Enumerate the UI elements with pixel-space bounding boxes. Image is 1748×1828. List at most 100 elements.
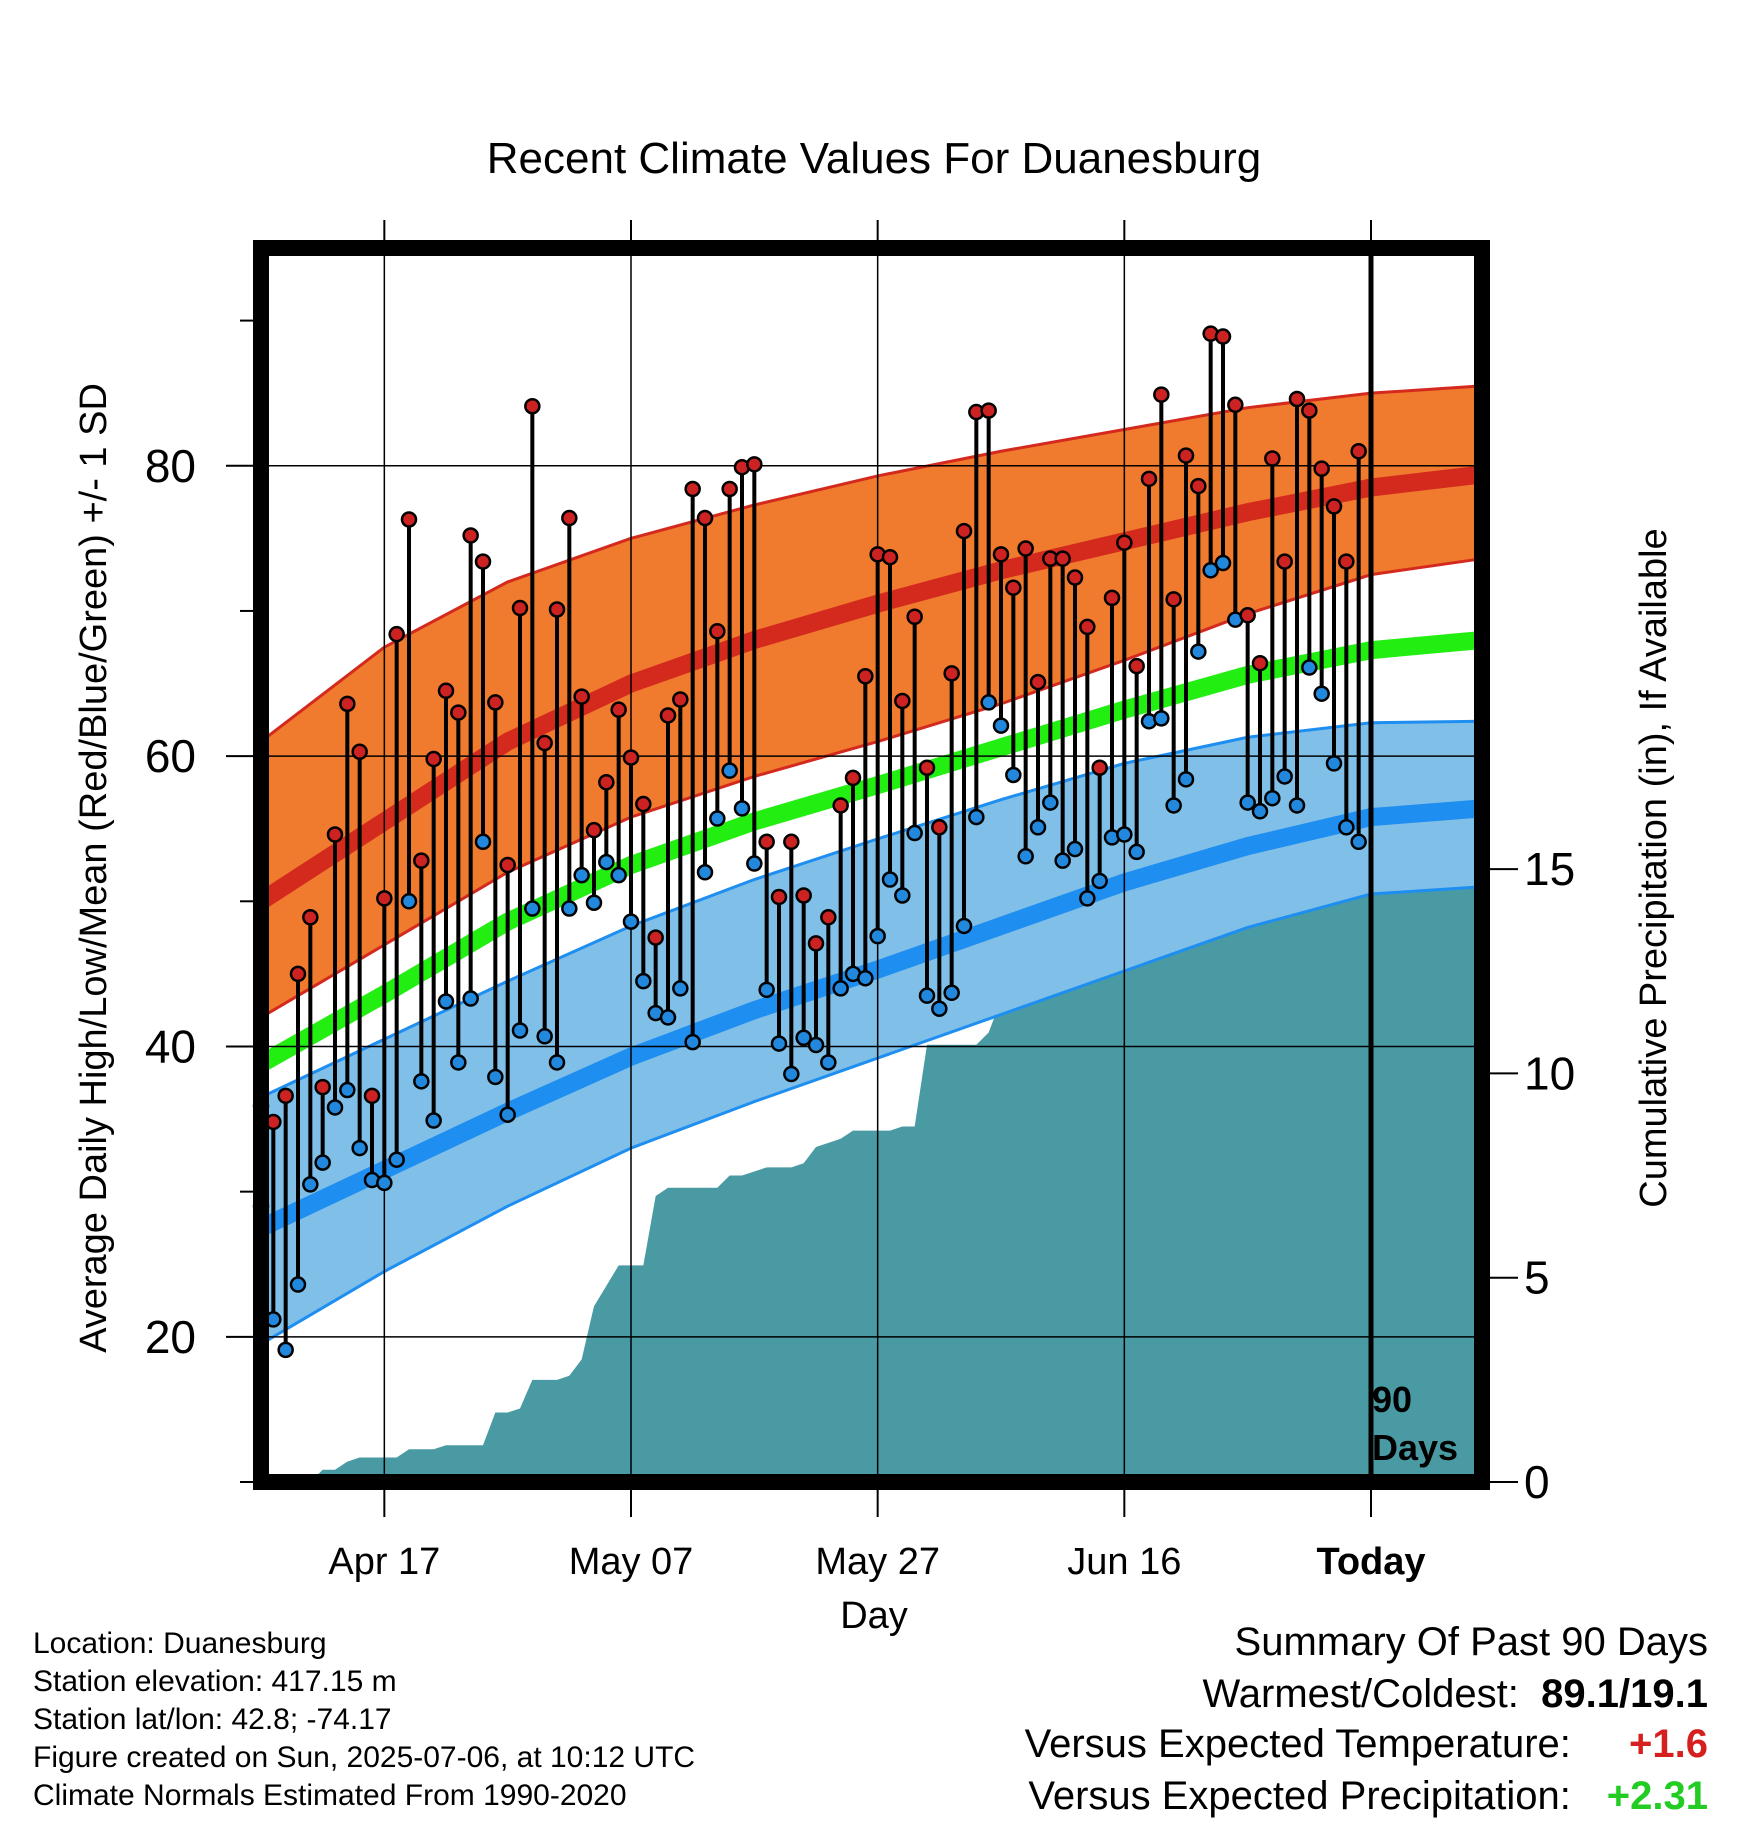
daily-low-point: [635, 972, 652, 990]
daily-low-point: [1313, 685, 1330, 702]
grid-layer: [261, 248, 1482, 1482]
daily-low-point: [869, 927, 886, 945]
daily-high-point: [1251, 654, 1269, 672]
daily-low-point: [795, 1029, 812, 1047]
daily-low-point: [610, 866, 627, 884]
daily-high-point: [894, 692, 911, 710]
daily-low-point: [289, 1276, 307, 1293]
x-tick-label: Jun 16: [1067, 1541, 1181, 1583]
daily-high-point: [1239, 607, 1256, 624]
daily-high-point: [1301, 402, 1318, 419]
precip-area-layer: [261, 869, 1482, 1482]
daily-low-point: [1214, 554, 1232, 572]
daily-high-point: [770, 888, 788, 906]
daily-high-point: [783, 833, 800, 851]
axes-layer: 20 40 60 80 0 5 10 15 Apr 17 May 07 May 27 Jun 16 To…: [145, 220, 1575, 1583]
frame-layer: [253, 240, 1490, 1490]
daily-low-point: [1288, 797, 1306, 814]
plot-frame: [253, 240, 1490, 1490]
daily-low-point: [1029, 819, 1047, 836]
daily-high-point: [647, 929, 664, 946]
daily-low-point: [931, 1000, 948, 1017]
y-tick-label: 60: [145, 730, 196, 782]
y-tick-label: 40: [145, 1020, 196, 1072]
daily-low-point: [1005, 766, 1022, 784]
summary-warm-cold: Warmest/Coldest: 89.1/19.1: [1203, 1672, 1709, 1717]
daily-high-point: [1338, 553, 1355, 570]
daily-low-point: [561, 900, 578, 917]
daily-high-point: [1066, 569, 1084, 586]
daily-high-point: [955, 522, 973, 540]
daily-high-point: [758, 833, 775, 851]
daily-low-point: [1153, 710, 1170, 727]
daily-low-point: [1350, 833, 1367, 851]
daily-low-point: [474, 833, 492, 851]
daily-high-point: [339, 695, 356, 713]
daily-high-point: [598, 773, 615, 791]
daily-high-point: [1177, 447, 1195, 464]
daily-high-point: [462, 527, 479, 544]
daily-low-point: [499, 1106, 516, 1123]
daily-high-point: [289, 965, 307, 983]
daily-high-point: [807, 935, 825, 952]
daily-low-point: [733, 800, 751, 817]
daily-low-point: [709, 810, 726, 827]
daily-high-point: [277, 1087, 294, 1105]
summary-heading: Summary Of Past 90 Days: [1234, 1620, 1708, 1664]
daily-high-point: [413, 852, 430, 869]
daily-high-point: [573, 688, 590, 705]
daily-points-layer: [252, 325, 1367, 1359]
daily-low-point: [437, 993, 455, 1010]
daily-low-point: [659, 1009, 677, 1026]
daily-high-point: [548, 601, 566, 618]
daily-high-point: [1227, 396, 1244, 414]
daily-high-point: [425, 750, 442, 768]
precip-vs-expected-label: Versus Expected Precipitation:: [1028, 1774, 1571, 1818]
daily-high-point: [1054, 550, 1071, 567]
daily-low-point: [277, 1341, 294, 1359]
daily-low-point: [1054, 852, 1071, 869]
daily-low-point: [696, 864, 714, 881]
daily-low-point: [1251, 803, 1269, 820]
daily-low-point: [672, 980, 689, 997]
daily-high-point: [906, 608, 923, 625]
daily-high-point: [1288, 390, 1306, 408]
y-axis-left-label: Average Daily High/Low/Mean (Red/Blue/Gr…: [73, 383, 115, 1353]
daily-low-point: [622, 913, 640, 930]
x-axis-label: Day: [840, 1595, 908, 1637]
chart-title: Recent Climate Values For Duanesburg: [487, 134, 1261, 183]
daily-high-point: [1350, 442, 1367, 460]
daily-low-point: [585, 894, 603, 911]
daily-high-point: [622, 749, 640, 766]
daily-high-point: [709, 623, 726, 640]
daily-high-point: [437, 682, 455, 700]
daily-low-point: [388, 1151, 405, 1168]
y-tick-label: 80: [145, 440, 196, 492]
daily-high-point: [1313, 460, 1330, 477]
daily-high-point: [795, 887, 812, 904]
daily-low-point: [548, 1054, 566, 1071]
daily-low-point: [906, 824, 923, 842]
daily-high-point: [487, 694, 504, 711]
precip-cumulative-area: [261, 869, 1482, 1482]
daily-low-point: [807, 1036, 825, 1054]
daily-high-point: [1005, 579, 1022, 596]
daily-low-point: [980, 694, 997, 711]
daily-low-point: [1264, 789, 1281, 807]
daily-low-point: [992, 717, 1010, 734]
x-tick-label: May 07: [569, 1541, 694, 1583]
daily-high-point: [1079, 618, 1096, 636]
precip-vs-expected-value: +2.31: [1606, 1774, 1708, 1818]
daily-high-point: [832, 797, 849, 814]
daily-low-point: [770, 1035, 788, 1052]
daily-high-point: [881, 548, 899, 566]
temp-vs-expected-label: Versus Expected Temperature:: [1024, 1722, 1571, 1766]
daily-low-point: [832, 980, 849, 997]
warm-cold-label: Warmest/Coldest:: [1202, 1672, 1519, 1716]
daily-low-point: [1202, 562, 1219, 579]
x-tick-label: Apr 17: [328, 1541, 440, 1583]
daily-high-point: [659, 707, 677, 724]
daily-high-point: [314, 1078, 331, 1096]
daily-high-point: [351, 743, 368, 761]
